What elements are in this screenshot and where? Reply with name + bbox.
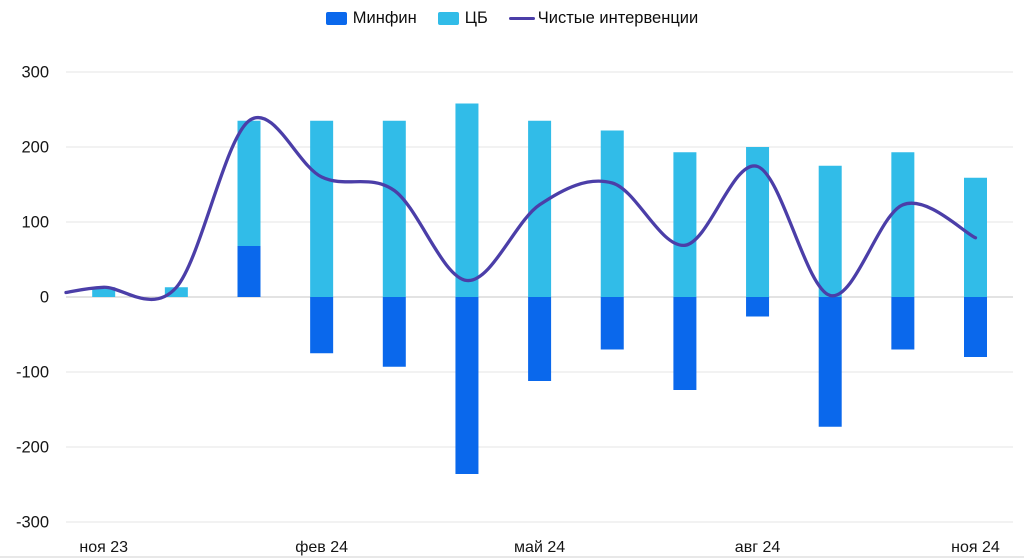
- x-tick-label: фев 24: [295, 539, 348, 556]
- bar-minfin: [310, 297, 334, 354]
- net-line-swatch-icon: [508, 16, 535, 21]
- cb-swatch-icon: [437, 12, 459, 25]
- y-tick-label: -300: [16, 514, 49, 532]
- bar-cb: [237, 120, 261, 246]
- bar-minfin: [746, 297, 770, 317]
- bar-cb: [455, 103, 479, 297]
- minfin-swatch-icon: [325, 12, 347, 25]
- bar-cb: [528, 120, 552, 297]
- bar-minfin: [600, 297, 624, 350]
- y-tick-label: 200: [21, 139, 49, 157]
- bar-minfin: [528, 297, 552, 381]
- legend-label-minfin: Минфин: [352, 9, 417, 27]
- y-tick-label: -100: [16, 364, 49, 382]
- bar-cb: [673, 152, 697, 297]
- legend-label-cb: ЦБ: [464, 9, 488, 27]
- x-tick-label: май 24: [514, 539, 565, 556]
- legend-item-net: Чистые интервенции: [508, 9, 699, 28]
- y-tick-label: -200: [16, 439, 49, 457]
- x-tick-label: ноя 23: [79, 539, 128, 556]
- bar-minfin: [382, 297, 406, 367]
- bar-minfin: [673, 297, 697, 390]
- legend-label-net: Чистые интервенции: [537, 9, 699, 27]
- bar-cb: [891, 152, 915, 297]
- bar-minfin: [891, 297, 915, 350]
- bar-cb: [310, 120, 334, 297]
- y-tick-label: 100: [21, 214, 49, 232]
- bar-minfin: [964, 297, 987, 357]
- bar-cb: [382, 120, 406, 297]
- bar-minfin: [818, 297, 842, 427]
- bar-cb: [92, 287, 116, 297]
- bar-cb: [818, 165, 842, 297]
- bar-minfin: [455, 297, 479, 474]
- y-tick-label: 300: [21, 64, 49, 82]
- x-tick-label: авг 24: [735, 539, 781, 556]
- bar-minfin: [237, 246, 261, 297]
- bar-cb: [164, 287, 188, 297]
- legend-item-cb: ЦБ: [437, 9, 488, 28]
- bar-cb: [600, 130, 624, 297]
- chart-legend: Минфин ЦБ Чистые интервенции: [0, 9, 1024, 28]
- legend-item-minfin: Минфин: [325, 9, 417, 28]
- bar-cb: [746, 147, 770, 297]
- x-tick-label: ноя 24: [951, 539, 1000, 556]
- net-interventions-line: [64, 116, 978, 301]
- y-tick-label: 0: [40, 289, 49, 307]
